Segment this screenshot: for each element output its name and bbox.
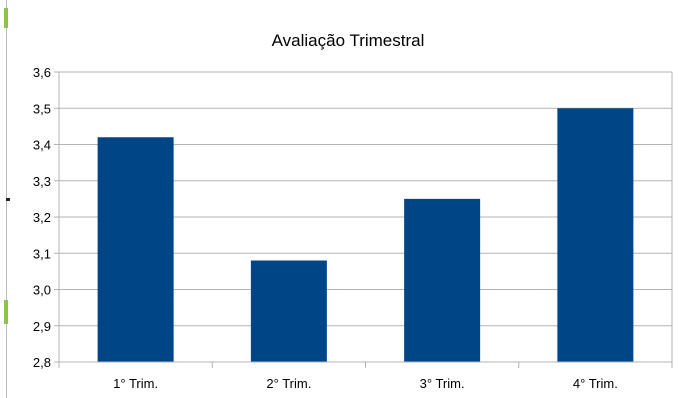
y-tick-label: 2,9 <box>33 319 51 334</box>
y-tick-label: 3,4 <box>33 138 51 153</box>
window-left-edge <box>0 0 10 398</box>
selection-marker-top <box>4 8 8 28</box>
chart-title: Avaliação Trimestral <box>272 31 425 50</box>
y-tick-label: 3,5 <box>33 101 51 116</box>
bars <box>97 108 634 362</box>
bar-1 <box>97 137 174 362</box>
x-tick-label: 3° Trim. <box>420 376 465 391</box>
axes <box>58 72 673 368</box>
y-tick-label: 3,2 <box>33 210 51 225</box>
y-axis-ticks: 2,8 2,9 3,0 3,1 3,2 3,3 3,4 3,5 3,6 <box>33 65 51 370</box>
selection-handle <box>6 198 10 201</box>
bar-3 <box>404 198 481 362</box>
y-tick-label: 3,3 <box>33 174 51 189</box>
x-tick-label: 1° Trim. <box>113 376 158 391</box>
selection-marker-bottom <box>4 300 8 324</box>
x-tick-label: 2° Trim. <box>266 376 311 391</box>
x-axis-ticks: 1° Trim. 2° Trim. 3° Trim. 4° Trim. <box>113 376 618 391</box>
y-tick-label: 2,8 <box>33 355 51 370</box>
bar-4 <box>557 108 634 362</box>
x-tick-label: 4° Trim. <box>573 376 618 391</box>
y-tick-label: 3,0 <box>33 283 51 298</box>
bar-2 <box>250 260 327 362</box>
y-tick-label: 3,1 <box>33 246 51 261</box>
y-tick-label: 3,6 <box>33 65 51 80</box>
